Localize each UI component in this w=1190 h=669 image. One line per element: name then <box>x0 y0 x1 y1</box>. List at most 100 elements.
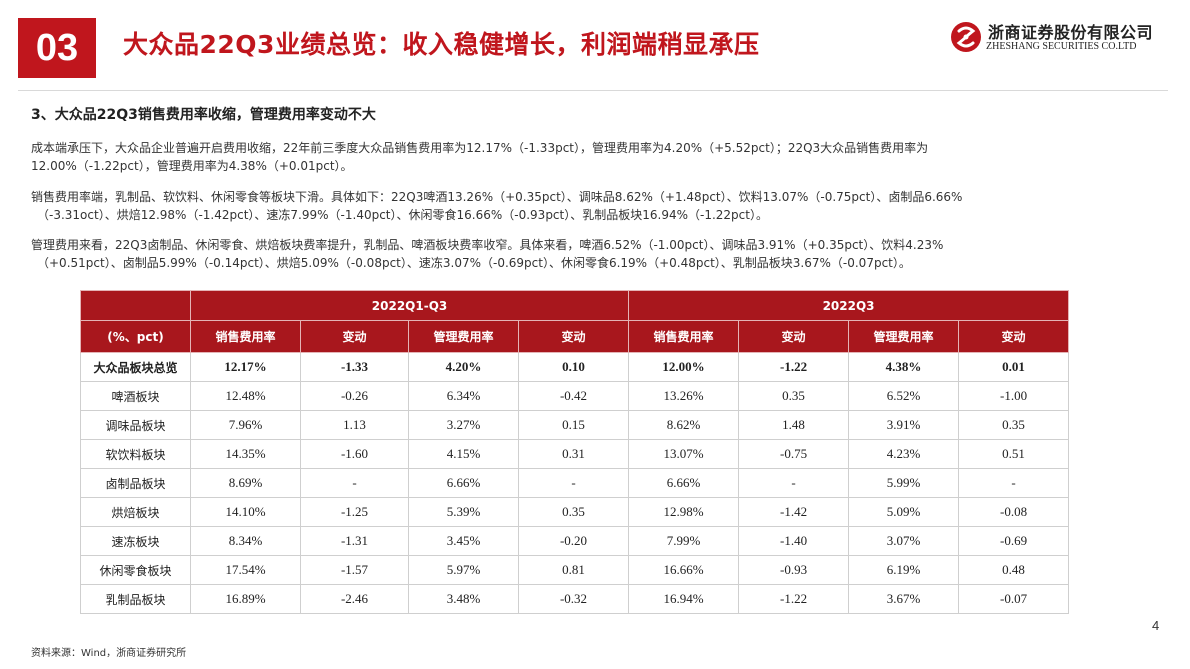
table-cell: 6.66% <box>628 468 740 498</box>
page-title: 大众品22Q3业绩总览：收入稳健增长，利润端稍显承压 <box>123 30 760 59</box>
table-cell: 3.45% <box>408 526 519 556</box>
table-cell: -0.08 <box>958 497 1070 527</box>
logo-text-cn: 浙商证券股份有限公司 <box>988 23 1154 42</box>
table-cell: 1.48 <box>738 410 850 440</box>
table-cell: 6.52% <box>848 381 960 411</box>
table-cell: -0.20 <box>517 526 630 556</box>
column-header: 变动 <box>517 320 630 353</box>
table-cell: 17.54% <box>190 555 301 585</box>
column-header: 管理费用率 <box>408 320 519 353</box>
header-divider <box>18 90 1168 91</box>
header-blank <box>80 290 191 321</box>
table-cell: 16.94% <box>628 584 740 614</box>
table-cell: 6.66% <box>408 468 519 498</box>
table-cell: 6.34% <box>408 381 519 411</box>
table-cell: 7.96% <box>190 410 301 440</box>
table-cell: 0.15 <box>517 410 630 440</box>
table-cell: 0.01 <box>958 352 1070 382</box>
table-cell: 3.07% <box>848 526 960 556</box>
table-cell: -0.75 <box>738 439 850 469</box>
table-row: 休闲零食板块 17.54% -1.57 5.97% 0.81 16.66% -0.93 6.1… <box>80 555 1070 585</box>
table-cell: -0.07 <box>958 584 1070 614</box>
table-cell: 12.48% <box>190 381 301 411</box>
paragraph-3: 管理费用来看，22Q3卤制品、休闲零食、烘焙板块费率提升，乳制品、啤酒板块费率收… <box>31 236 1141 272</box>
table-row: 卤制品板块 8.69% -6.66% -6.66% -5.99% - <box>80 468 1070 498</box>
table-cell: -0.32 <box>517 584 630 614</box>
table-cell: 0.10 <box>517 352 630 382</box>
table-cell: -1.42 <box>738 497 850 527</box>
table-cell: 13.26% <box>628 381 740 411</box>
table-cell: -1.57 <box>300 555 409 585</box>
table-cell: 8.34% <box>190 526 301 556</box>
logo-text-en: ZHESHANG SECURITIES CO.LTD <box>986 41 1137 52</box>
table-cell: 5.97% <box>408 555 519 585</box>
paragraph-1-line-1: 成本端承压下，大众品企业普遍开启费用收缩，22年前三季度大众品销售费用率为12.… <box>31 141 929 155</box>
paragraph-3-line-1: 管理费用来看，22Q3卤制品、休闲零食、烘焙板块费率提升，乳制品、啤酒板块费率收… <box>31 238 944 252</box>
table-cell: -1.60 <box>300 439 409 469</box>
table-cell: -1.22 <box>738 352 850 382</box>
row-label: 调味品板块 <box>80 410 191 440</box>
column-header: 销售费用率 <box>628 320 740 353</box>
table-cell: -1.40 <box>738 526 850 556</box>
table-row: 烘焙板块 14.10% -1.25 5.39% 0.35 12.98% -1.42 5.09%… <box>80 497 1070 527</box>
table-cell: -1.33 <box>300 352 409 382</box>
row-label: 啤酒板块 <box>80 381 191 411</box>
table-cell: -2.46 <box>300 584 409 614</box>
source-note: 资料来源：Wind，浙商证券研究所 <box>31 648 187 659</box>
table-cell: 13.07% <box>628 439 740 469</box>
table-cell: 16.89% <box>190 584 301 614</box>
zheshang-logo-icon <box>951 22 981 52</box>
table-cell: 5.39% <box>408 497 519 527</box>
column-header: 管理费用率 <box>848 320 960 353</box>
row-label: 卤制品板块 <box>80 468 191 498</box>
table-cell: 3.48% <box>408 584 519 614</box>
group-header-q1-q3: 2022Q1-Q3 <box>189 290 630 321</box>
column-header: 变动 <box>738 320 850 353</box>
table-cell: -0.42 <box>517 381 630 411</box>
table-cell: 0.51 <box>958 439 1070 469</box>
column-header: 变动 <box>958 320 1070 353</box>
table-cell: 8.69% <box>190 468 301 498</box>
table-cell: - <box>517 468 630 498</box>
table-cell: 0.35 <box>958 410 1070 440</box>
table-cell: 3.27% <box>408 410 519 440</box>
paragraph-3-line-2: （+0.51pct）、卤制品5.99%（-0.14pct）、烘焙5.09%（-0… <box>37 256 911 270</box>
column-header: 销售费用率 <box>190 320 301 353</box>
table-row: 啤酒板块 12.48% -0.26 6.34% -0.42 13.26% 0.35 6.52%… <box>80 381 1070 411</box>
table-cell: 4.20% <box>408 352 519 382</box>
page-number: 4 <box>1152 618 1160 633</box>
table-cell: -0.93 <box>738 555 850 585</box>
table-cell: -0.69 <box>958 526 1070 556</box>
paragraph-1-line-2: 12.00%（-1.22pct），管理费用率为4.38%（+0.01pct）。 <box>31 159 353 173</box>
section-subheading: 3、大众品22Q3销售费用率收缩，管理费用率变动不大 <box>31 107 376 123</box>
table-cell: 0.48 <box>958 555 1070 585</box>
table-cell: 3.67% <box>848 584 960 614</box>
row-label: 软饮料板块 <box>80 439 191 469</box>
table-cell: 14.10% <box>190 497 301 527</box>
row-label: 乳制品板块 <box>80 584 191 614</box>
paragraph-1: 成本端承压下，大众品企业普遍开启费用收缩，22年前三季度大众品销售费用率为12.… <box>31 139 1141 175</box>
table-cell: -1.22 <box>738 584 850 614</box>
row-label: 烘焙板块 <box>80 497 191 527</box>
table-cell: - <box>958 468 1070 498</box>
table-cell: 4.15% <box>408 439 519 469</box>
section-number-badge: 03 <box>18 18 96 78</box>
row-label: 速冻板块 <box>80 526 191 556</box>
group-header-q3: 2022Q3 <box>628 290 1070 321</box>
table-cell: -0.26 <box>300 381 409 411</box>
table-cell: -1.00 <box>958 381 1070 411</box>
table-cell: 0.35 <box>738 381 850 411</box>
expense-ratio-table: 2022Q1-Q3 2022Q3 (%、pct) 销售费用率 变动 管理费用率 变动 销售… <box>80 290 1070 614</box>
table-cell: 4.23% <box>848 439 960 469</box>
table-row: 速冻板块 8.34% -1.31 3.45% -0.20 7.99% -1.40 3.07% -… <box>80 526 1070 556</box>
table-cell: 8.62% <box>628 410 740 440</box>
row-label: 休闲零食板块 <box>80 555 191 585</box>
table-cell: 0.31 <box>517 439 630 469</box>
table-row: 调味品板块 7.96% 1.13 3.27% 0.15 8.62% 1.48 3.91% 0.3… <box>80 410 1070 440</box>
table-cell: 7.99% <box>628 526 740 556</box>
paragraph-2-line-2: （-3.31oct）、烘焙12.98%（-1.42pct）、速冻7.99%（-1… <box>37 208 768 222</box>
table-cell: -1.25 <box>300 497 409 527</box>
table-cell: 6.19% <box>848 555 960 585</box>
company-logo: 浙商证券股份有限公司 ZHESHANG SECURITIES CO.LTD <box>950 18 1165 58</box>
table-cell: 14.35% <box>190 439 301 469</box>
